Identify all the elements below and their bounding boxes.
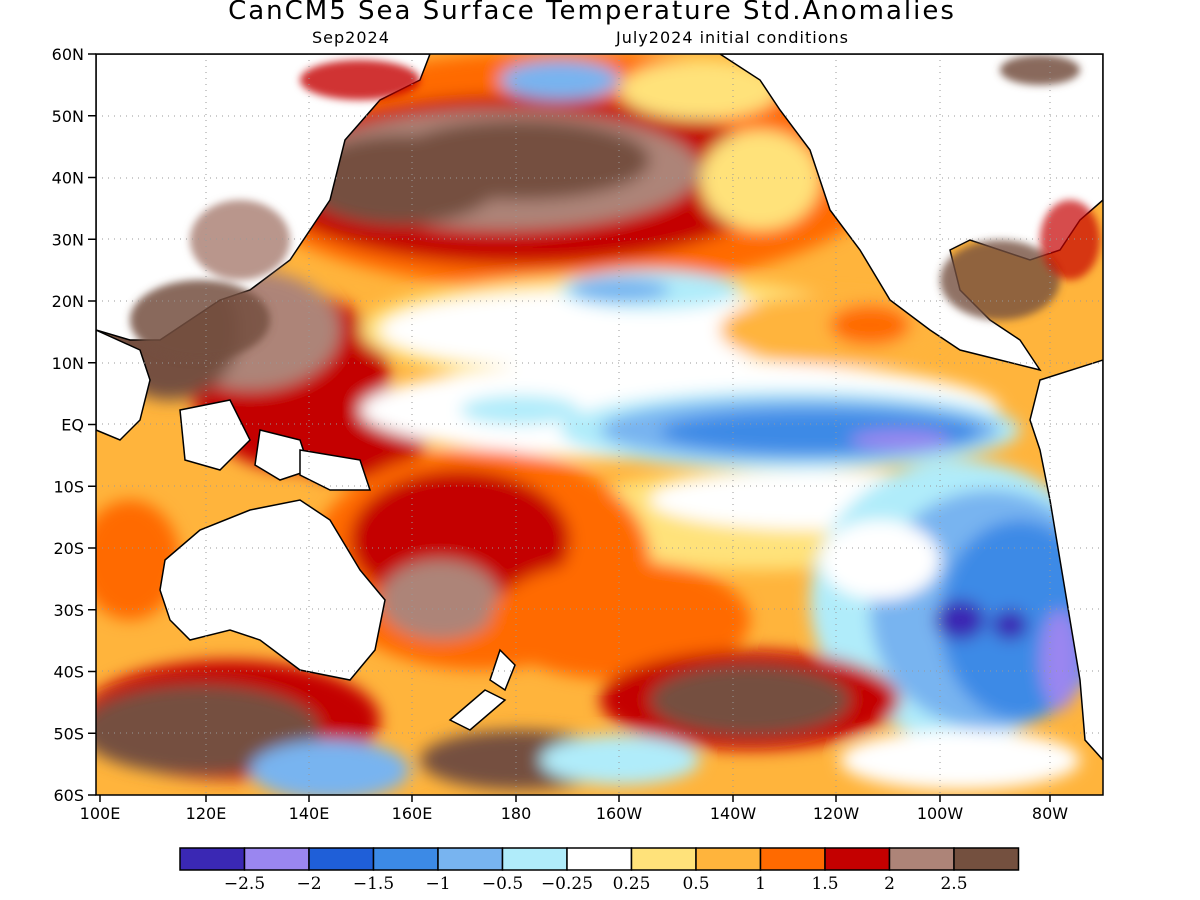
colorbar-label: 1.5	[811, 874, 838, 894]
land-outlines	[96, 54, 1103, 762]
colorbar-label: −2	[296, 874, 321, 894]
lat-label: 50N	[52, 107, 84, 126]
latitude-axis: 60N 50N 40N 30N 20N 10N EQ 10S 20S 30S 40S 50S 60S	[52, 45, 96, 805]
colorbar-swatch	[179, 847, 246, 871]
colorbar-label: 0.5	[682, 874, 709, 894]
colorbar-swatch	[953, 847, 1020, 871]
lat-label: 50S	[53, 724, 84, 743]
colorbar-label: −0.25	[541, 874, 593, 894]
lat-label: 40S	[53, 663, 84, 682]
lat-label: 10S	[53, 477, 84, 496]
colorbar-swatch	[372, 847, 439, 871]
lon-label: 120W	[813, 804, 860, 823]
lat-label: 60N	[52, 45, 84, 64]
colorbar-label: −2.5	[224, 874, 265, 894]
colorbar-swatch	[630, 847, 697, 871]
lat-label: 30N	[52, 230, 84, 249]
lat-label: 30S	[53, 601, 84, 620]
lat-label: 20N	[52, 292, 84, 311]
longitude-axis: 100E 120E 140E 160E 180 160W 140W 120W 100W 80W	[80, 795, 1068, 823]
colorbar-label: 2	[884, 874, 895, 894]
initial-conditions: July2024 initial conditions	[616, 28, 849, 47]
colorbar-swatch	[566, 847, 633, 871]
colorbar-label: 0.25	[613, 874, 651, 894]
colorbar-label: −1.5	[353, 874, 394, 894]
colorbar-swatch	[501, 847, 568, 871]
colorbar-label: 2.5	[940, 874, 967, 894]
colorbar-label: −0.5	[482, 874, 523, 894]
colorbar-label: 1	[755, 874, 766, 894]
lat-label: 60S	[53, 786, 84, 805]
lon-label: 100W	[917, 804, 964, 823]
anomaly-field	[96, 54, 1103, 795]
colorbar-swatch	[308, 847, 375, 871]
lat-label: 20S	[53, 539, 84, 558]
lon-label: 160W	[596, 804, 643, 823]
lon-label: 120E	[186, 804, 227, 823]
map-title: CanCM5 Sea Surface Temperature Std.Anoma…	[228, 0, 956, 26]
lon-label: 140E	[289, 804, 330, 823]
lon-label: 160E	[392, 804, 433, 823]
lon-label: 80W	[1032, 804, 1068, 823]
lat-label: EQ	[61, 416, 84, 435]
colorbar-swatch	[824, 847, 891, 871]
colorbar-swatch	[759, 847, 826, 871]
lat-label: 40N	[52, 169, 84, 188]
colorbar-swatch	[888, 847, 955, 871]
colorbar-swatch	[437, 847, 504, 871]
colorbar-label: −1	[425, 874, 450, 894]
colorbar-swatch	[243, 847, 310, 871]
lon-label: 100E	[80, 804, 121, 823]
lon-label: 140W	[710, 804, 757, 823]
forecast-month: Sep2024	[312, 28, 390, 47]
lon-label: 180	[501, 804, 532, 823]
colorbar: −2.5 −2 −1.5 −1 −0.5 −0.25 0.25 0.5 1 1.5 2 2.5	[179, 847, 1020, 894]
colorbar-swatch	[695, 847, 762, 871]
lat-label: 10N	[52, 354, 84, 373]
